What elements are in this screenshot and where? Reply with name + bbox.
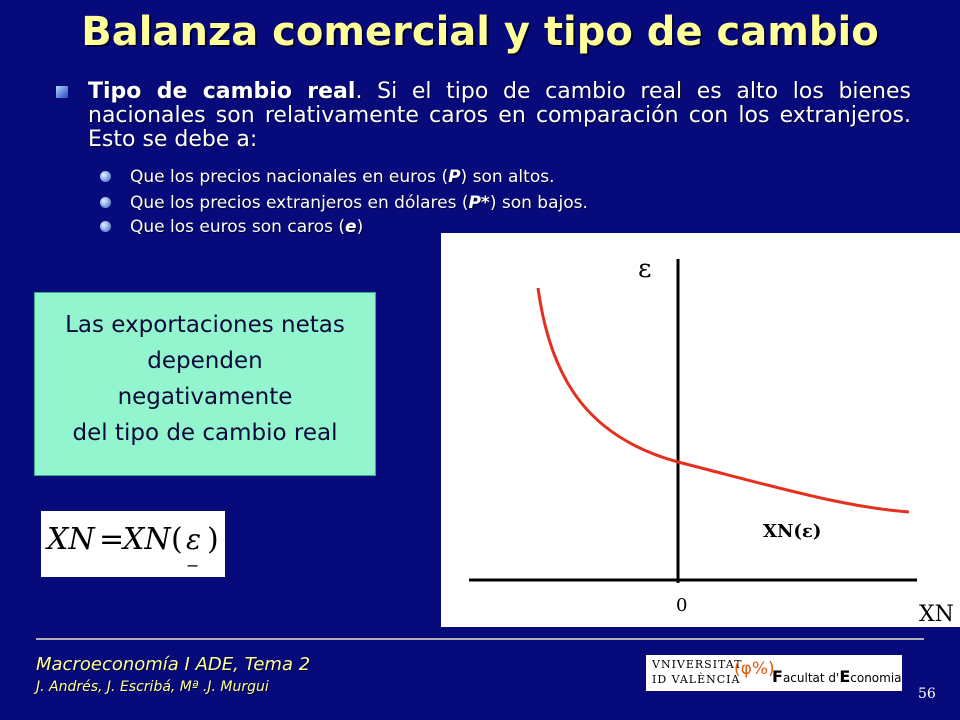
formula-box: XN = XN ( ε ) − <box>41 511 225 577</box>
footer-course: Macroeconomía I ADE, Tema 2 <box>36 654 311 675</box>
callout-line: del tipo de cambio real <box>72 420 338 446</box>
graph-panel: ε XN 0 XN(ε) <box>441 233 960 627</box>
y-axis-label: ε <box>638 254 651 284</box>
formula-svg: XN = XN ( ε ) − <box>45 522 219 575</box>
formula-equals: = <box>99 522 124 557</box>
callout-line: negativamente <box>117 384 293 410</box>
callout-box: Las exportaciones netas dependen negativ… <box>34 292 376 476</box>
main-point: Tipo de cambio real. Si el tipo de cambi… <box>88 80 911 152</box>
page-number: 56 <box>918 686 936 702</box>
logo-faculty: Facultat d'Economia <box>772 667 902 686</box>
formula-lhs: XN <box>45 522 96 557</box>
net-exports-curve <box>536 287 910 514</box>
svg-text:(: ( <box>171 522 183 557</box>
main-point-text: . Si el tipo de cambio real es alto los … <box>88 79 911 152</box>
origin-label: 0 <box>676 595 687 616</box>
sub-bullet-icon <box>100 221 111 232</box>
callout-line: Las exportaciones netas <box>65 312 345 338</box>
x-axis-label: XN <box>919 602 954 627</box>
logo-university-line1: VNIVERSITAT <box>652 658 743 671</box>
formula-sign-below: − <box>186 556 199 575</box>
callout-line: dependen <box>147 348 263 374</box>
formula-rhs-arg: ε <box>186 523 201 556</box>
sub-bullet-icon <box>100 197 111 208</box>
footer-divider <box>36 638 924 640</box>
curve-label: XN(ε) <box>763 521 821 542</box>
logo-mark-icon: (φ%) <box>734 659 775 679</box>
svg-text:): ) <box>207 522 219 557</box>
graph-svg: ε XN 0 XN(ε) <box>469 254 954 627</box>
sub-bullet-icon <box>100 171 111 182</box>
main-point-lead: Tipo de cambio real <box>88 79 356 104</box>
main-bullet-icon <box>56 86 68 98</box>
footer-authors: J. Andrés, J. Escribá, Mª .J. Murgui <box>36 679 269 695</box>
university-logo: VNIVERSITAT ID VALÈNCIA (φ%) Facultat d'… <box>646 655 902 691</box>
slide-title: Balanza comercial y tipo de cambio <box>81 9 879 55</box>
formula-rhs-func: XN <box>121 522 172 557</box>
logo-university-line2: ID VALÈNCIA <box>652 673 741 686</box>
